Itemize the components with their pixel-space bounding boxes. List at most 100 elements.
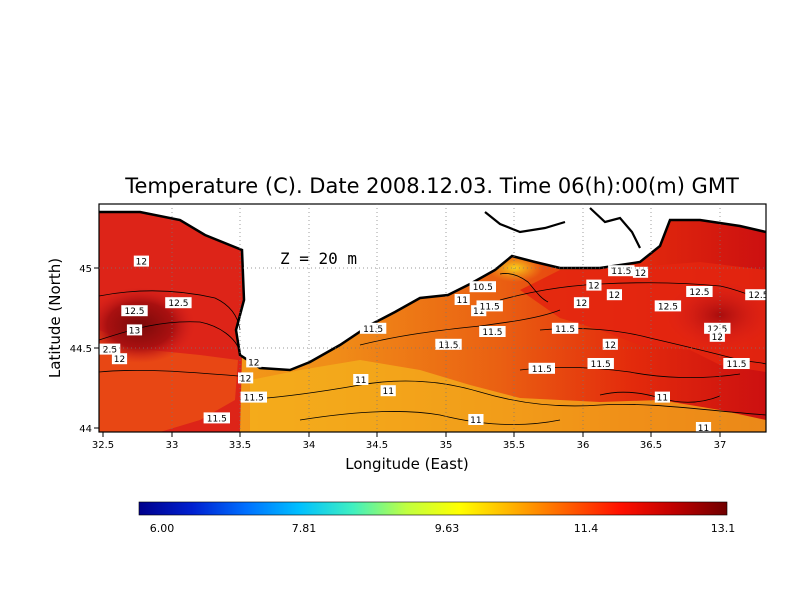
colorbar-label: 13.1	[711, 522, 736, 535]
plot-frame	[98, 203, 767, 433]
x-tick-label: 35	[440, 440, 453, 451]
contour-label-box	[479, 326, 506, 337]
contour-label-text: 12.5	[124, 307, 144, 317]
contour-label: 11	[695, 422, 712, 432]
contour-label: 12	[632, 266, 649, 279]
contour-label: 12.5	[704, 322, 731, 335]
contour-label-text: 11.5	[480, 302, 500, 312]
contour-label: 11.5	[551, 322, 579, 335]
contour-label-box	[606, 289, 622, 301]
contour-label-box	[111, 353, 128, 365]
x-tick-label: 32.5	[92, 440, 114, 451]
contour-label-box	[126, 324, 143, 336]
contour-label-text: 11	[355, 376, 366, 386]
contour-label-text: 12.5	[658, 302, 678, 312]
contour-label: 12	[606, 289, 622, 301]
contour-label-text: 12	[588, 282, 599, 292]
contour-label-box	[469, 281, 496, 293]
contour-label-text: 11	[473, 307, 484, 317]
contour-label: 11	[353, 374, 369, 386]
chart-title: Temperature (C). Date 2008.12.03. Time 0…	[124, 174, 739, 198]
colorbar	[138, 501, 728, 516]
contour-label-box	[203, 412, 230, 424]
x-tick-label: 36	[577, 440, 590, 451]
contour-label-box	[723, 358, 750, 369]
east-hotspot	[665, 280, 766, 350]
contour-label: 10.5	[469, 281, 496, 293]
contour-label: 12.5	[121, 305, 148, 317]
contour-label: 12	[133, 255, 149, 268]
contour-label: 2.5	[99, 343, 121, 356]
contour-label-text: 11.5	[207, 414, 227, 424]
contour-label-text: 12	[114, 355, 125, 365]
x-axis-label: Longitude (East)	[345, 455, 468, 473]
contour-label: 11.5	[608, 265, 635, 277]
contour-label-text: 12	[712, 333, 723, 343]
contour-label-text: 13	[129, 326, 140, 336]
contour-label-box	[240, 391, 267, 403]
contour-label-box	[709, 330, 725, 342]
contour-label-box	[468, 414, 484, 425]
contour-label-box	[608, 265, 635, 277]
contour-label: 11.5	[359, 322, 387, 335]
contour-label-box	[587, 358, 614, 369]
contour-label-box	[528, 362, 555, 374]
y-tick-label: 44.5	[70, 344, 92, 355]
coastline	[99, 210, 766, 372]
land-area	[99, 204, 766, 370]
contour-label: 12	[246, 356, 262, 368]
x-tick-label: 35.5	[503, 440, 525, 451]
contour-label-text: 11.5	[438, 341, 458, 351]
contour-label: 11.5	[723, 358, 750, 370]
x-tick-labels: 32.5 33 33.5 34 34.5 35 35.5 36 36.5 37	[92, 440, 727, 451]
contour-label: 11	[454, 294, 470, 306]
contour-label-box	[654, 300, 682, 312]
contour-label: 12	[586, 279, 602, 292]
contour-label-box	[353, 374, 369, 385]
contour-label: 12.5	[745, 289, 768, 301]
contour-label-text: 2.5	[103, 346, 117, 356]
x-tick-label: 36.5	[640, 440, 662, 451]
x-tick-label: 33.5	[229, 440, 251, 451]
contour-label: 11.5	[435, 338, 462, 351]
contour-label-box	[165, 297, 192, 309]
contour-label: 11.5	[476, 300, 503, 312]
contour-label: 12	[573, 297, 590, 309]
contour-label-box	[704, 322, 731, 334]
contour-label-text: 11.5	[363, 325, 383, 335]
contour-label-text: 11.5	[244, 394, 264, 404]
colorbar-label: 6.00	[150, 522, 175, 535]
contour-label-box	[435, 338, 462, 350]
coastline-taman	[589, 207, 641, 249]
contour-label-text: 11.5	[611, 267, 631, 277]
tick-marks	[94, 267, 721, 437]
contour-label: 11.5	[479, 326, 506, 338]
y-tick-label: 45	[79, 264, 92, 275]
contour-label: 12.5	[165, 297, 192, 309]
contour-label-text: 11	[657, 394, 668, 404]
contour-label-text: 11	[470, 416, 481, 426]
contour-label-text: 12.5	[689, 288, 709, 298]
contour-label: 12	[602, 338, 618, 351]
contour-label-text: 12	[576, 299, 587, 309]
contour-label-text: 12	[609, 291, 620, 301]
contour-label-text: 12	[240, 374, 251, 384]
contour-label: 11.5	[587, 358, 614, 370]
contour-label-text: 12.5	[748, 291, 768, 301]
contour-label-box	[695, 422, 712, 432]
contour-label-text: 11.5	[532, 365, 552, 375]
contour-label: 12	[709, 330, 725, 343]
y-tick-label: 44	[79, 424, 92, 435]
contour-label-box	[121, 305, 148, 317]
contour-label: 11.5	[528, 362, 555, 375]
contour-label-box	[133, 255, 149, 267]
colorbar-label: 9.63	[435, 522, 460, 535]
contour-label-box	[246, 356, 262, 368]
contour-label-text: 12	[635, 269, 646, 279]
contour-label-box	[359, 322, 387, 334]
y-tick-labels: 45 44.5 44	[70, 264, 92, 435]
depth-label: Z = 20 m	[280, 249, 357, 268]
